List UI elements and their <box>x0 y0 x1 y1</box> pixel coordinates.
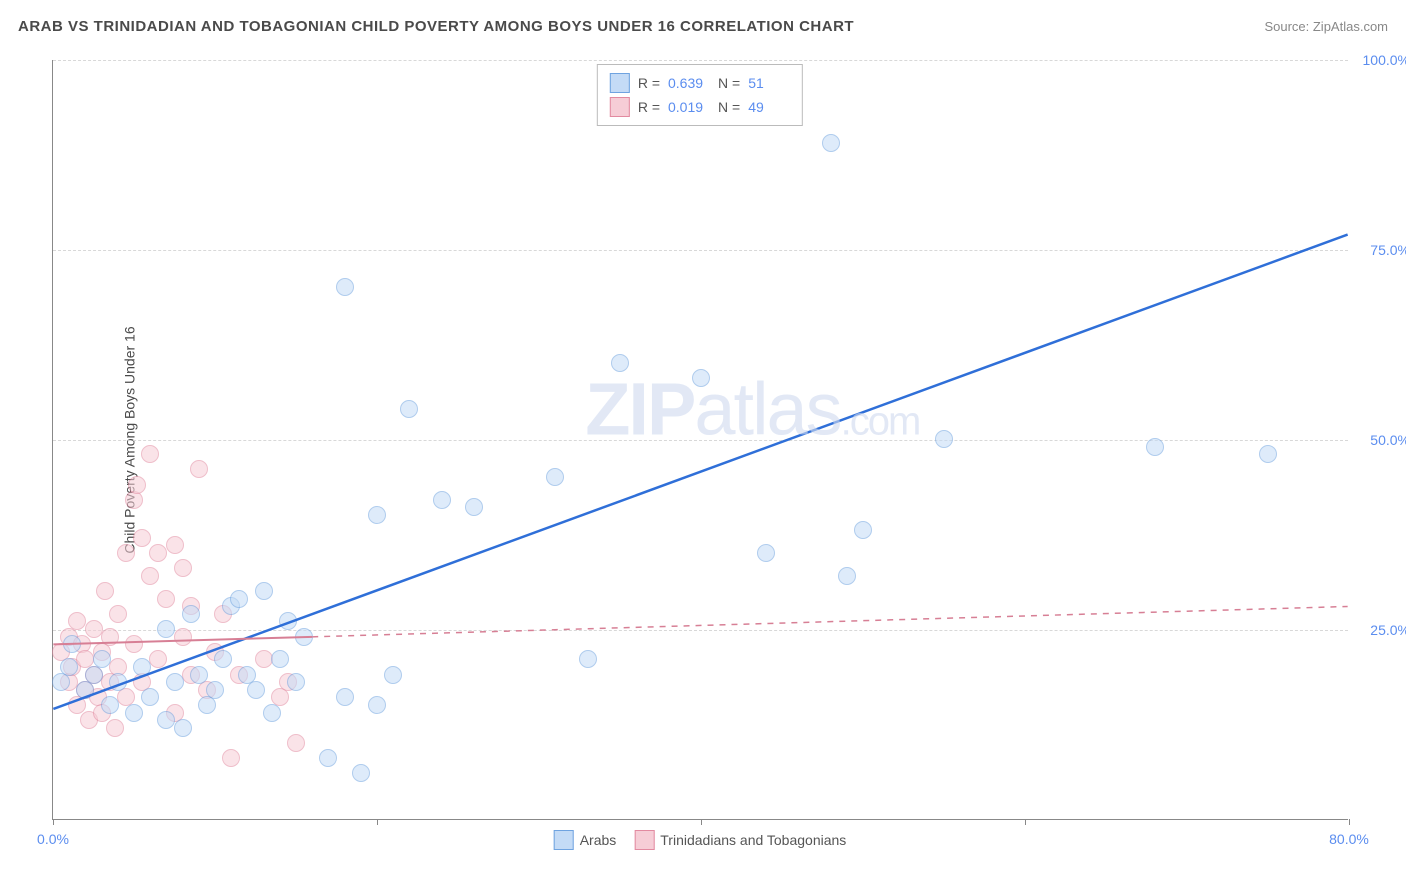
data-point <box>106 719 124 737</box>
data-point <box>190 460 208 478</box>
data-point <box>935 430 953 448</box>
legend-item-arabs: Arabs <box>554 830 617 850</box>
data-point <box>692 369 710 387</box>
data-point <box>117 544 135 562</box>
data-point <box>384 666 402 684</box>
data-point <box>1146 438 1164 456</box>
data-point <box>149 650 167 668</box>
data-point <box>255 582 273 600</box>
data-point <box>214 650 232 668</box>
data-point <box>757 544 775 562</box>
data-point <box>63 635 81 653</box>
legend-swatch-tt-2 <box>634 830 654 850</box>
gridline <box>53 630 1348 631</box>
data-point <box>157 590 175 608</box>
data-point <box>141 567 159 585</box>
legend-swatch-arabs-2 <box>554 830 574 850</box>
x-tick-mark <box>1025 819 1026 825</box>
data-point <box>166 536 184 554</box>
data-point <box>125 635 143 653</box>
y-tick-label: 75.0% <box>1370 242 1406 258</box>
x-tick-mark <box>377 819 378 825</box>
data-point <box>141 445 159 463</box>
data-point <box>279 612 297 630</box>
chart-title: ARAB VS TRINIDADIAN AND TOBAGONIAN CHILD… <box>18 18 854 35</box>
data-point <box>166 673 184 691</box>
data-point <box>125 704 143 722</box>
data-point <box>141 688 159 706</box>
data-point <box>96 582 114 600</box>
data-point <box>433 491 451 509</box>
data-point <box>190 666 208 684</box>
x-tick-label: 80.0% <box>1329 831 1369 847</box>
chart-source: Source: ZipAtlas.com <box>1264 19 1388 34</box>
legend-swatch-tt <box>610 97 630 117</box>
data-point <box>352 764 370 782</box>
y-tick-label: 25.0% <box>1370 622 1406 638</box>
x-tick-mark <box>1349 819 1350 825</box>
data-point <box>336 688 354 706</box>
gridline <box>53 60 1348 61</box>
data-point <box>319 749 337 767</box>
data-point <box>822 134 840 152</box>
correlation-legend: R = 0.639 N = 51 R = 0.019 N = 49 <box>597 64 803 126</box>
data-point <box>222 749 240 767</box>
data-point <box>400 400 418 418</box>
data-point <box>101 628 119 646</box>
data-point <box>174 628 192 646</box>
data-point <box>465 498 483 516</box>
data-point <box>174 719 192 737</box>
data-point <box>368 506 386 524</box>
data-point <box>109 673 127 691</box>
chart-area: Child Poverty Among Boys Under 16 ZIPatl… <box>52 60 1348 820</box>
legend-row-tt: R = 0.019 N = 49 <box>610 95 790 119</box>
data-point <box>60 658 78 676</box>
data-point <box>854 521 872 539</box>
x-tick-mark <box>53 819 54 825</box>
data-point <box>93 650 111 668</box>
data-point <box>101 696 119 714</box>
series-legend: Arabs Trinidadians and Tobagonians <box>554 830 847 850</box>
data-point <box>287 734 305 752</box>
legend-row-arabs: R = 0.639 N = 51 <box>610 71 790 95</box>
data-point <box>579 650 597 668</box>
data-point <box>271 650 289 668</box>
data-point <box>206 681 224 699</box>
data-point <box>125 491 143 509</box>
gridline <box>53 250 1348 251</box>
data-point <box>157 620 175 638</box>
legend-item-tt: Trinidadians and Tobagonians <box>634 830 846 850</box>
data-point <box>1259 445 1277 463</box>
legend-swatch-arabs <box>610 73 630 93</box>
data-point <box>838 567 856 585</box>
data-point <box>133 529 151 547</box>
data-point <box>230 590 248 608</box>
data-point <box>368 696 386 714</box>
data-point <box>247 681 265 699</box>
data-point <box>263 704 281 722</box>
watermark: ZIPatlas.com <box>585 367 919 452</box>
data-point <box>546 468 564 486</box>
data-point <box>109 605 127 623</box>
plot-region: ZIPatlas.com 25.0%50.0%75.0%100.0%0.0%80… <box>52 60 1348 820</box>
y-tick-label: 100.0% <box>1363 52 1406 68</box>
data-point <box>295 628 313 646</box>
data-point <box>611 354 629 372</box>
data-point <box>133 658 151 676</box>
data-point <box>336 278 354 296</box>
data-point <box>287 673 305 691</box>
y-tick-label: 50.0% <box>1370 432 1406 448</box>
data-point <box>128 476 146 494</box>
data-point <box>182 605 200 623</box>
x-tick-mark <box>701 819 702 825</box>
data-point <box>174 559 192 577</box>
chart-header: ARAB VS TRINIDADIAN AND TOBAGONIAN CHILD… <box>18 18 1388 35</box>
x-tick-label: 0.0% <box>37 831 69 847</box>
